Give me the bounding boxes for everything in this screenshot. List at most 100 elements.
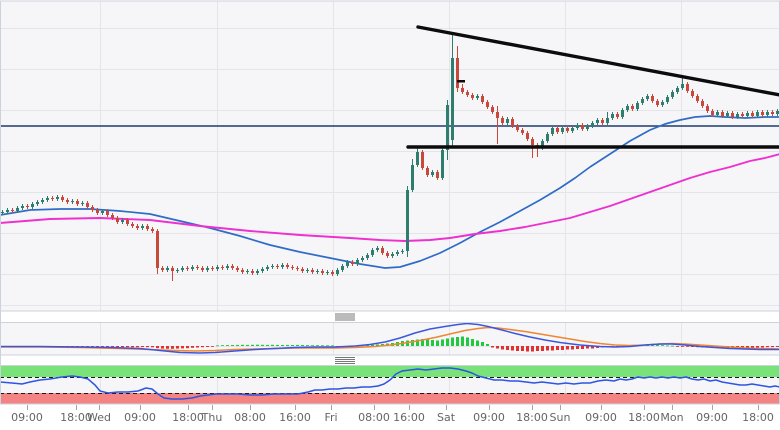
macd-hist-bar-up — [256, 344, 259, 346]
candle-bearish — [421, 152, 424, 168]
candle-bearish — [196, 267, 199, 268]
candle-bearish — [706, 106, 709, 111]
macd-hist-bar-up — [466, 337, 469, 346]
panel-resize-handle-2[interactable] — [335, 356, 355, 364]
candle-bullish — [591, 123, 594, 126]
candle-bearish — [331, 272, 334, 274]
macd-hist-bar-down — [576, 346, 579, 349]
candle-bearish — [496, 112, 499, 118]
macd-hist-bar-down — [751, 346, 754, 348]
x-axis-label: Mon — [660, 411, 683, 424]
macd-hist-bar-up — [471, 339, 474, 346]
panel-separators[interactable] — [335, 313, 355, 364]
candle-bullish — [36, 202, 39, 204]
macd-hist-bar-down — [136, 346, 139, 348]
candle-bearish — [146, 226, 149, 229]
candle-bearish — [11, 210, 14, 211]
candle-bullish — [641, 99, 644, 103]
macd-hist-bar-down — [146, 346, 149, 348]
rsi-line — [0, 367, 780, 400]
macd-hist-bar-up — [321, 345, 324, 347]
candle-bullish — [371, 250, 374, 255]
candle-bearish — [351, 262, 354, 264]
macd-hist-bar-down — [586, 346, 589, 349]
macd-hist-bar-up — [671, 345, 674, 347]
macd-hist-bar-up — [266, 344, 269, 346]
candle-bullish — [71, 201, 74, 202]
panel-backgrounds — [0, 1, 780, 404]
candle-bearish — [771, 112, 774, 114]
macd-hist-bar-up — [311, 345, 314, 346]
candle-bearish — [511, 119, 514, 126]
candle-bearish — [471, 95, 474, 98]
macd-hist-bar-up — [371, 344, 374, 346]
candle-bullish — [586, 126, 589, 129]
candle-bullish — [666, 97, 669, 102]
macd-hist-bar-down — [186, 346, 189, 349]
candle-bullish — [506, 119, 509, 123]
candle-bullish — [336, 270, 339, 274]
x-axis-label: 09:00 — [124, 411, 156, 424]
candle-bullish — [401, 251, 404, 252]
candle-bullish — [626, 106, 629, 110]
descending-resistance-trendline[interactable] — [416, 25, 780, 97]
trendline-overlays[interactable] — [406, 25, 780, 149]
macd-hist-bar-down — [531, 346, 534, 352]
x-axis-label: 18:00 — [742, 411, 774, 424]
macd-hist-bar-down — [196, 346, 199, 348]
x-axis-label: 16:00 — [393, 411, 425, 424]
macd-hist-bar-down — [96, 346, 99, 347]
candle-bullish — [326, 272, 329, 273]
candle-bullish — [661, 102, 664, 105]
candle-bullish — [441, 150, 444, 178]
candle-bullish — [596, 120, 599, 123]
macd-hist-bar-down — [511, 346, 514, 351]
candle-bearish — [116, 218, 119, 222]
candle-bullish — [41, 200, 44, 202]
candle-bullish — [576, 125, 579, 128]
macd-hist-bar-down — [121, 346, 124, 348]
macd-hist-bar-down — [526, 346, 529, 352]
candle-bearish — [156, 231, 159, 268]
candle-bearish — [761, 112, 764, 115]
macd-hist-bar-down — [151, 346, 154, 348]
candle-bullish — [166, 268, 169, 270]
candle-bullish — [271, 266, 274, 267]
macd-hist-bar-down — [746, 346, 749, 348]
candle-bearish — [201, 268, 204, 270]
candle-bearish — [486, 102, 489, 107]
macd-hist-bar-down — [491, 346, 494, 348]
candle-bearish — [286, 265, 289, 267]
candle-bullish — [181, 268, 184, 270]
candle-bullish — [46, 198, 49, 200]
candle-bearish — [526, 133, 529, 139]
macd-hist-bar-up — [306, 345, 309, 346]
macd-hist-bar-down — [756, 346, 759, 348]
candle-bearish — [556, 128, 559, 132]
candle-bearish — [251, 271, 254, 273]
candle-bullish — [646, 96, 649, 99]
x-axis-label: 09:00 — [11, 411, 43, 424]
candle-bearish — [126, 220, 129, 224]
candle-bearish — [686, 84, 689, 91]
macd-hist-bar-down — [761, 346, 764, 348]
candle-bullish — [281, 265, 284, 267]
candle-bearish — [111, 215, 114, 218]
macd-hist-bar-down — [566, 346, 569, 350]
candle-bearish — [696, 96, 699, 101]
candle-bearish — [721, 112, 724, 116]
macd-hist-bar-up — [316, 345, 319, 346]
candle-bearish — [321, 271, 324, 273]
candle-bullish — [636, 103, 639, 109]
candle-bearish — [61, 197, 64, 200]
candle-bearish — [136, 226, 139, 228]
panel-resize-handle-1[interactable] — [335, 313, 355, 321]
macd-hist-bar-up — [431, 340, 434, 346]
candle-bullish — [356, 260, 359, 264]
x-axis-label: 09:00 — [585, 411, 617, 424]
macd-hist-bar-up — [246, 344, 249, 346]
candle-bearish — [106, 211, 109, 215]
candle-bullish — [16, 208, 19, 211]
